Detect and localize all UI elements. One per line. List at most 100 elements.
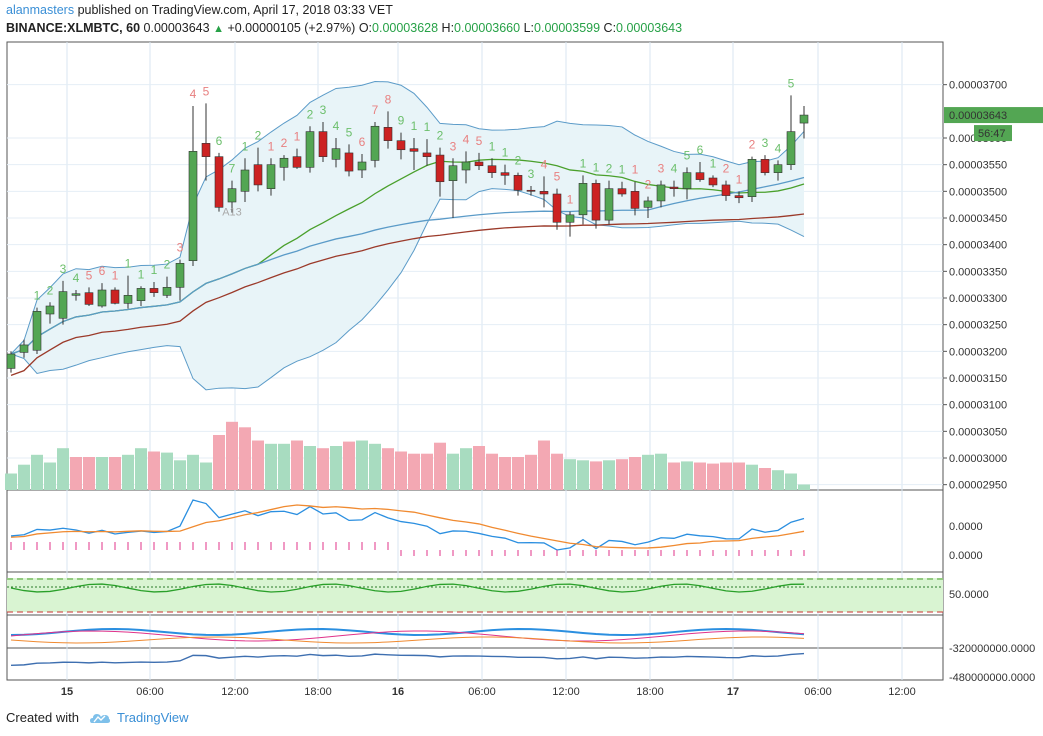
time-tick-label: 06:00	[468, 686, 496, 698]
candle-body	[669, 186, 679, 189]
candle-body	[71, 293, 81, 296]
td-count-label: 3	[450, 139, 457, 153]
time-tick-label: 15	[61, 686, 73, 698]
volume-bar	[603, 460, 615, 490]
volume-bar	[83, 457, 95, 490]
td-count-label: 5	[476, 134, 483, 148]
volume-bar	[694, 462, 706, 490]
td-count-label: 4	[541, 157, 548, 171]
time-tick-label: 12:00	[888, 686, 916, 698]
candle-body	[474, 161, 484, 167]
price-tick-label: 0.00003050	[949, 426, 1007, 438]
volume-bar	[707, 463, 719, 490]
candle-body	[643, 200, 653, 208]
time-tick-label: 12:00	[221, 686, 249, 698]
volume-bar	[551, 453, 563, 490]
candle-body	[383, 127, 393, 141]
candle-body	[786, 131, 796, 165]
author-link[interactable]: alanmasters	[6, 3, 75, 17]
volume-bar	[213, 435, 225, 490]
candle-body	[201, 143, 211, 157]
volume-bar	[772, 470, 784, 490]
td-count-label: 1	[138, 267, 145, 281]
candle-body	[149, 288, 159, 293]
td-count-label: 1	[619, 163, 626, 177]
td-count-label: 4	[333, 119, 340, 133]
candle-body	[279, 157, 289, 168]
volume-bar	[96, 457, 108, 490]
candle-body	[591, 183, 601, 221]
price-tick-label: 0.00003300	[949, 293, 1007, 305]
candle-body	[162, 287, 172, 296]
td-count-label: 1	[736, 172, 743, 186]
td-count-label: 1	[489, 139, 496, 153]
price-tick-label: 0.00003450	[949, 213, 1007, 225]
ohlc-legend: BINANCE:XLMBTC, 60 0.00003643 ▲ +0.00000…	[6, 21, 682, 35]
candle-body	[253, 164, 263, 186]
low-label: L:	[523, 21, 535, 35]
rsi-band-fill	[7, 578, 943, 612]
macd-line	[10, 499, 805, 551]
dmi-orange-line	[10, 636, 805, 644]
volume-bar	[278, 443, 290, 490]
volume-bar	[668, 462, 680, 490]
close-value: 0.00003643	[616, 21, 683, 35]
candle-body	[552, 193, 562, 223]
candle-body	[409, 148, 419, 152]
td-count-label: 8	[385, 92, 392, 106]
candle-body	[318, 131, 328, 157]
volume-bar	[681, 461, 693, 490]
volume-bar	[798, 484, 810, 490]
volume-bar	[317, 448, 329, 490]
candle-body	[565, 214, 575, 223]
td-count-label: 1	[567, 193, 574, 207]
time-tick-label: 06:00	[136, 686, 164, 698]
price-tick-label: 0.00003350	[949, 266, 1007, 278]
volume-bar	[31, 454, 43, 490]
volume-bar	[122, 454, 134, 490]
candle-body	[435, 154, 445, 183]
volume-bar	[473, 446, 485, 490]
volume-bar	[343, 441, 355, 490]
tradingview-brand-link[interactable]: TradingView	[116, 710, 189, 725]
volume-bar	[616, 459, 628, 490]
candle-body	[656, 184, 666, 202]
candle-body	[175, 263, 185, 288]
candle-body	[227, 188, 237, 203]
ma-blue-line	[10, 176, 805, 355]
volume-bar	[135, 448, 147, 490]
candle-body	[708, 177, 718, 186]
volume-bar	[460, 448, 472, 490]
candle-body	[617, 188, 627, 195]
volume-bar	[447, 453, 459, 490]
volume-bar	[642, 454, 654, 490]
volume-bar	[369, 443, 381, 490]
td-count-label: 4	[190, 87, 197, 101]
volume-bar	[187, 454, 199, 490]
annotation-label: A13	[222, 206, 242, 218]
countdown-badge-text: 56:47	[978, 128, 1006, 140]
td-count-label: 1	[710, 156, 717, 170]
candle-body	[682, 172, 692, 189]
td-count-label: 2	[164, 258, 171, 272]
low-value: 0.00003599	[534, 21, 601, 35]
volume-bar	[252, 440, 264, 490]
volume-bar	[226, 421, 238, 490]
candle-body	[110, 289, 120, 304]
volume-bar	[525, 454, 537, 490]
candle-body	[721, 184, 731, 196]
open-label: O:	[358, 21, 373, 35]
open-value: 0.00003628	[372, 21, 439, 35]
td-count-label: 1	[125, 257, 132, 271]
volume-bar	[785, 473, 797, 490]
volume-bar	[720, 462, 732, 490]
candle-body	[344, 152, 354, 172]
price-tick-label: 0.00003550	[949, 160, 1007, 172]
td-count-label: 1	[593, 161, 600, 175]
td-count-label: 6	[216, 134, 223, 148]
candle-body	[370, 125, 380, 161]
obv-line	[10, 652, 805, 667]
close-label: C:	[603, 21, 617, 35]
td-count-label: 4	[463, 132, 470, 146]
